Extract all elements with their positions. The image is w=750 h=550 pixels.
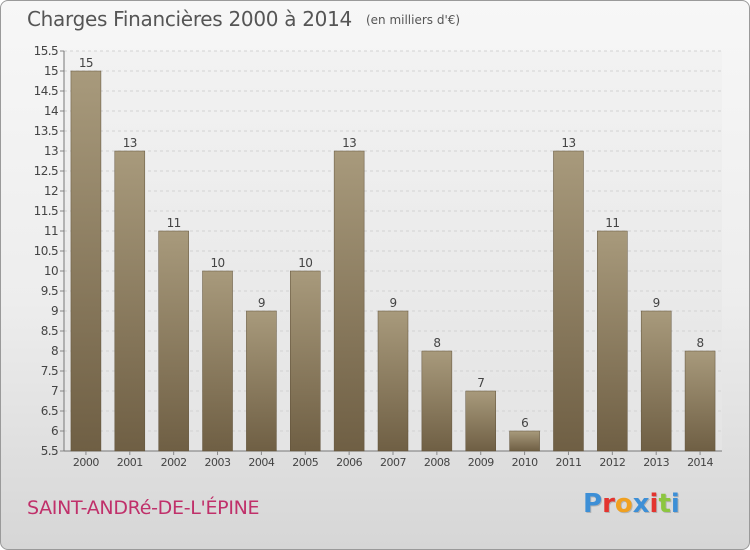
logo-letter: x [632, 489, 650, 519]
bar [509, 430, 540, 452]
x-tick-label: 2012 [599, 456, 625, 469]
y-tick-label: 15 [44, 64, 58, 78]
bar [246, 310, 277, 452]
x-tick-label: 2013 [643, 456, 669, 469]
y-tick-label: 6.5 [41, 404, 58, 418]
bar-value-label: 10 [298, 256, 312, 270]
y-tick-label: 7 [51, 384, 58, 398]
y-tick-label: 6 [51, 424, 58, 438]
bar [684, 350, 716, 452]
x-tick-label: 2009 [468, 456, 494, 469]
x-tick-label: 2006 [336, 456, 362, 469]
y-tick-label: 9.5 [41, 284, 58, 298]
x-tick-label: 2008 [424, 456, 450, 469]
bar-value-label: 9 [653, 296, 660, 310]
bar-value-label: 13 [561, 136, 575, 150]
chart-subtitle: (en milliers d'€) [365, 13, 461, 27]
bar-value-label: 11 [605, 216, 619, 230]
y-tick-label: 12.5 [34, 164, 58, 178]
logo-letter: t [658, 489, 671, 519]
y-tick-label: 8 [51, 344, 58, 358]
bar [465, 390, 496, 452]
x-tick-label: 2004 [248, 456, 274, 469]
bar-value-label: 13 [342, 136, 356, 150]
bar-value-label: 15 [79, 56, 93, 70]
x-tick-label: 2010 [512, 456, 538, 469]
proxiti-logo: Proxiti [583, 489, 680, 519]
commune-name: SAINT-ANDRé-DE-L'ÉPINE [27, 497, 260, 519]
y-tick-label: 5.5 [41, 444, 58, 458]
y-tick-label: 13.5 [34, 124, 58, 138]
logo-letter: o [614, 489, 633, 519]
bar [114, 150, 146, 452]
bar-value-label: 13 [123, 136, 137, 150]
bar [202, 270, 233, 452]
y-tick-label: 12 [44, 184, 58, 198]
x-tick-label: 2007 [380, 456, 406, 469]
bar-value-label: 9 [389, 296, 396, 310]
y-tick-label: 10 [44, 264, 58, 278]
y-tick-label: 11 [44, 224, 58, 238]
x-tick-label: 2014 [687, 456, 713, 469]
chart-title: Charges Financières 2000 à 2014 [27, 7, 352, 31]
logo-letter: P [583, 489, 603, 519]
y-tick-label: 9 [51, 304, 58, 318]
bar-value-label: 8 [433, 336, 440, 350]
y-tick-label: 11.5 [34, 204, 58, 218]
bar-value-label: 7 [477, 376, 484, 390]
bar [640, 310, 672, 452]
y-tick-label: 7.5 [41, 364, 58, 378]
bar [290, 270, 321, 452]
bar [158, 230, 189, 452]
y-tick-label: 14.5 [34, 84, 58, 98]
logo-letter: i [670, 489, 680, 519]
logo-letter: i [649, 489, 659, 519]
x-tick-label: 2011 [555, 456, 581, 469]
bar [421, 350, 453, 452]
bar-value-label: 8 [697, 336, 704, 350]
y-tick-label: 13 [44, 144, 58, 158]
bar-value-label: 6 [521, 416, 528, 430]
y-tick-label: 8.5 [41, 324, 58, 338]
bar-value-label: 10 [210, 256, 224, 270]
bar [597, 230, 628, 452]
bar [70, 70, 102, 452]
x-tick-label: 2005 [292, 456, 318, 469]
bar-value-label: 9 [258, 296, 265, 310]
logo-letter: r [602, 489, 615, 519]
x-tick-label: 2003 [205, 456, 231, 469]
y-tick-label: 10.5 [34, 244, 58, 258]
chart-title-row: Charges Financières 2000 à 2014 (en milli… [27, 7, 460, 31]
bar-value-label: 11 [167, 216, 181, 230]
bar [333, 150, 365, 452]
y-tick-label: 15.5 [34, 44, 58, 58]
y-tick-label: 14 [44, 104, 58, 118]
x-tick-label: 2000 [73, 456, 99, 469]
x-tick-label: 2001 [117, 456, 143, 469]
x-tick-label: 2002 [161, 456, 187, 469]
bar [553, 150, 584, 452]
bar [377, 310, 409, 452]
